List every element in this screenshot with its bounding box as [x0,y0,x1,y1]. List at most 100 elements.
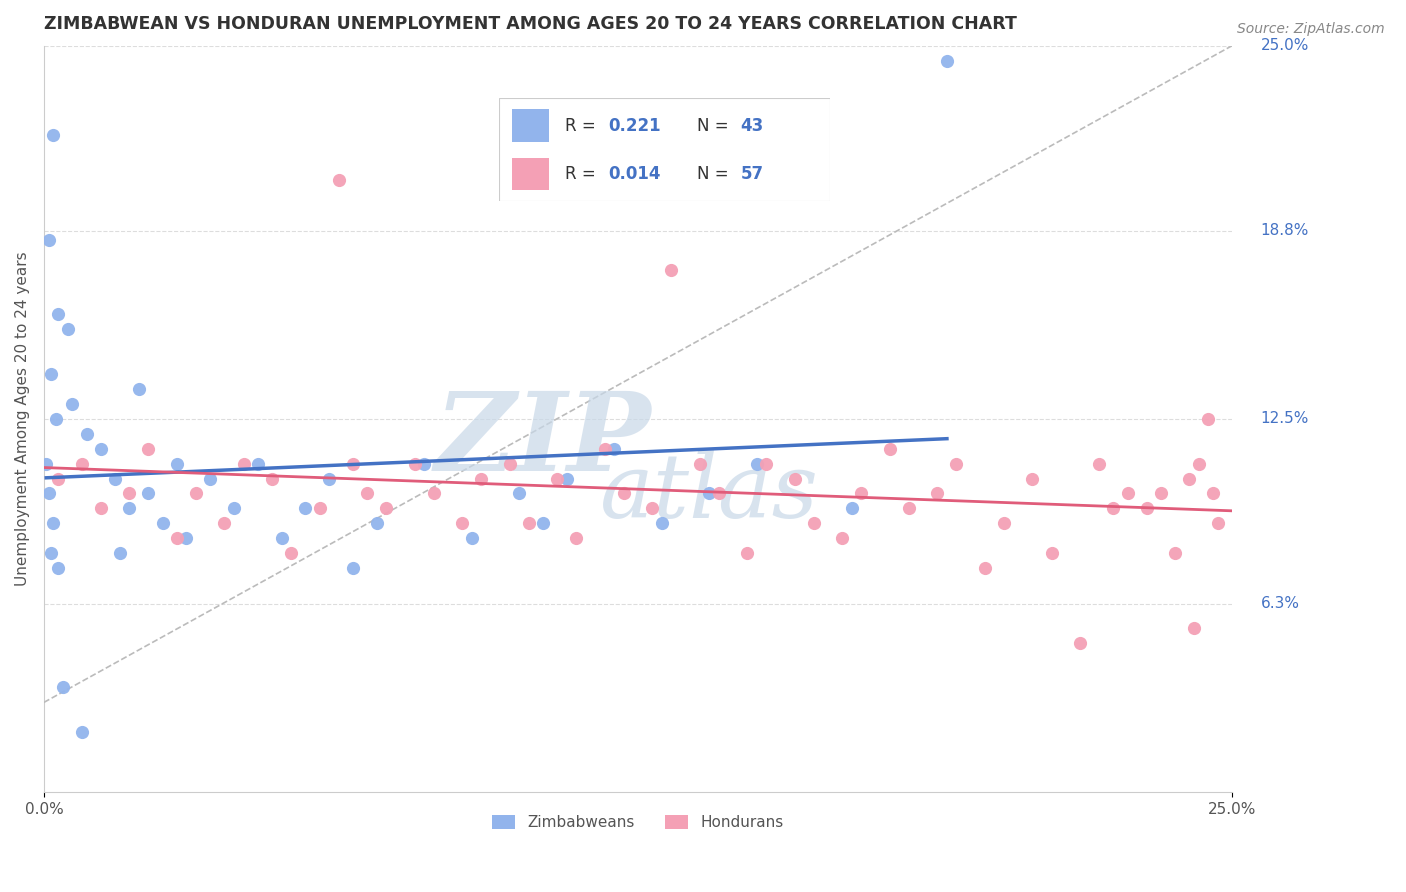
Point [1088,457,1111,471]
Point [803,516,825,531]
Point [1021,471,1043,485]
Point [1182,621,1205,635]
Point [851,486,873,500]
Point [470,471,492,485]
Point [508,486,530,500]
Point [613,486,636,500]
Point [328,173,350,187]
Point [1188,457,1211,471]
Text: 0.221: 0.221 [609,117,661,135]
Point [1197,412,1219,426]
Point [342,457,364,471]
Point [35,457,58,471]
Point [366,516,388,531]
Point [356,486,378,500]
Point [897,501,920,516]
Point [318,471,340,485]
Point [1178,471,1201,485]
Text: 43: 43 [741,117,763,135]
Point [451,516,474,531]
Point [555,471,578,485]
Point [90,442,112,456]
Point [108,546,131,560]
Point [1102,501,1125,516]
Text: 12.5%: 12.5% [1261,411,1309,426]
Point [270,531,292,545]
Point [641,501,664,516]
Text: ZIP: ZIP [434,387,651,495]
Point [1135,501,1157,516]
Text: N =: N = [697,117,734,135]
Point [342,561,364,575]
Point [659,262,682,277]
Point [42,128,65,143]
Point [498,457,520,471]
Point [280,546,302,560]
Text: R =: R = [565,165,602,183]
Point [128,382,150,396]
Point [974,561,997,575]
Point [603,442,626,456]
Point [1206,516,1229,531]
Point [841,501,863,516]
Point [260,471,283,485]
Point [745,457,768,471]
Text: 0.014: 0.014 [609,165,661,183]
Point [138,486,160,500]
Point [404,457,426,471]
Point [39,367,62,381]
Point [46,471,69,485]
Point [52,681,75,695]
Point [39,546,62,560]
Point [831,531,853,545]
Text: N =: N = [697,165,734,183]
Legend: Zimbabweans, Hondurans: Zimbabweans, Hondurans [486,809,790,837]
Point [755,457,778,471]
Point [38,233,60,247]
Point [152,516,174,531]
Text: ZIMBABWEAN VS HONDURAN UNEMPLOYMENT AMONG AGES 20 TO 24 YEARS CORRELATION CHART: ZIMBABWEAN VS HONDURAN UNEMPLOYMENT AMON… [44,15,1017,33]
Point [737,546,759,560]
Point [166,531,188,545]
Point [1164,546,1187,560]
Point [232,457,254,471]
Point [783,471,806,485]
Point [927,486,949,500]
Point [60,397,83,411]
Point [935,54,957,68]
Point [118,486,141,500]
Y-axis label: Unemployment Among Ages 20 to 24 years: Unemployment Among Ages 20 to 24 years [15,252,30,586]
Point [184,486,207,500]
Point [138,442,160,456]
Point [375,501,398,516]
Point [1040,546,1063,560]
Point [45,412,67,426]
Point [308,501,330,516]
Point [56,322,79,336]
Point [200,471,222,485]
Point [531,516,554,531]
Point [222,501,245,516]
Point [70,457,93,471]
Point [697,486,720,500]
Point [294,501,316,516]
Point [90,501,112,516]
Point [945,457,967,471]
Point [651,516,673,531]
Point [104,471,127,485]
Point [593,442,616,456]
Point [517,516,540,531]
Point [176,531,198,545]
Point [546,471,568,485]
Text: atlas: atlas [600,450,818,537]
Text: 57: 57 [741,165,763,183]
Point [38,486,60,500]
Point [460,531,482,545]
Point [214,516,236,531]
FancyBboxPatch shape [499,98,830,201]
Point [1116,486,1139,500]
Point [70,725,93,739]
Text: Source: ZipAtlas.com: Source: ZipAtlas.com [1237,22,1385,37]
Bar [512,158,548,190]
Point [565,531,588,545]
